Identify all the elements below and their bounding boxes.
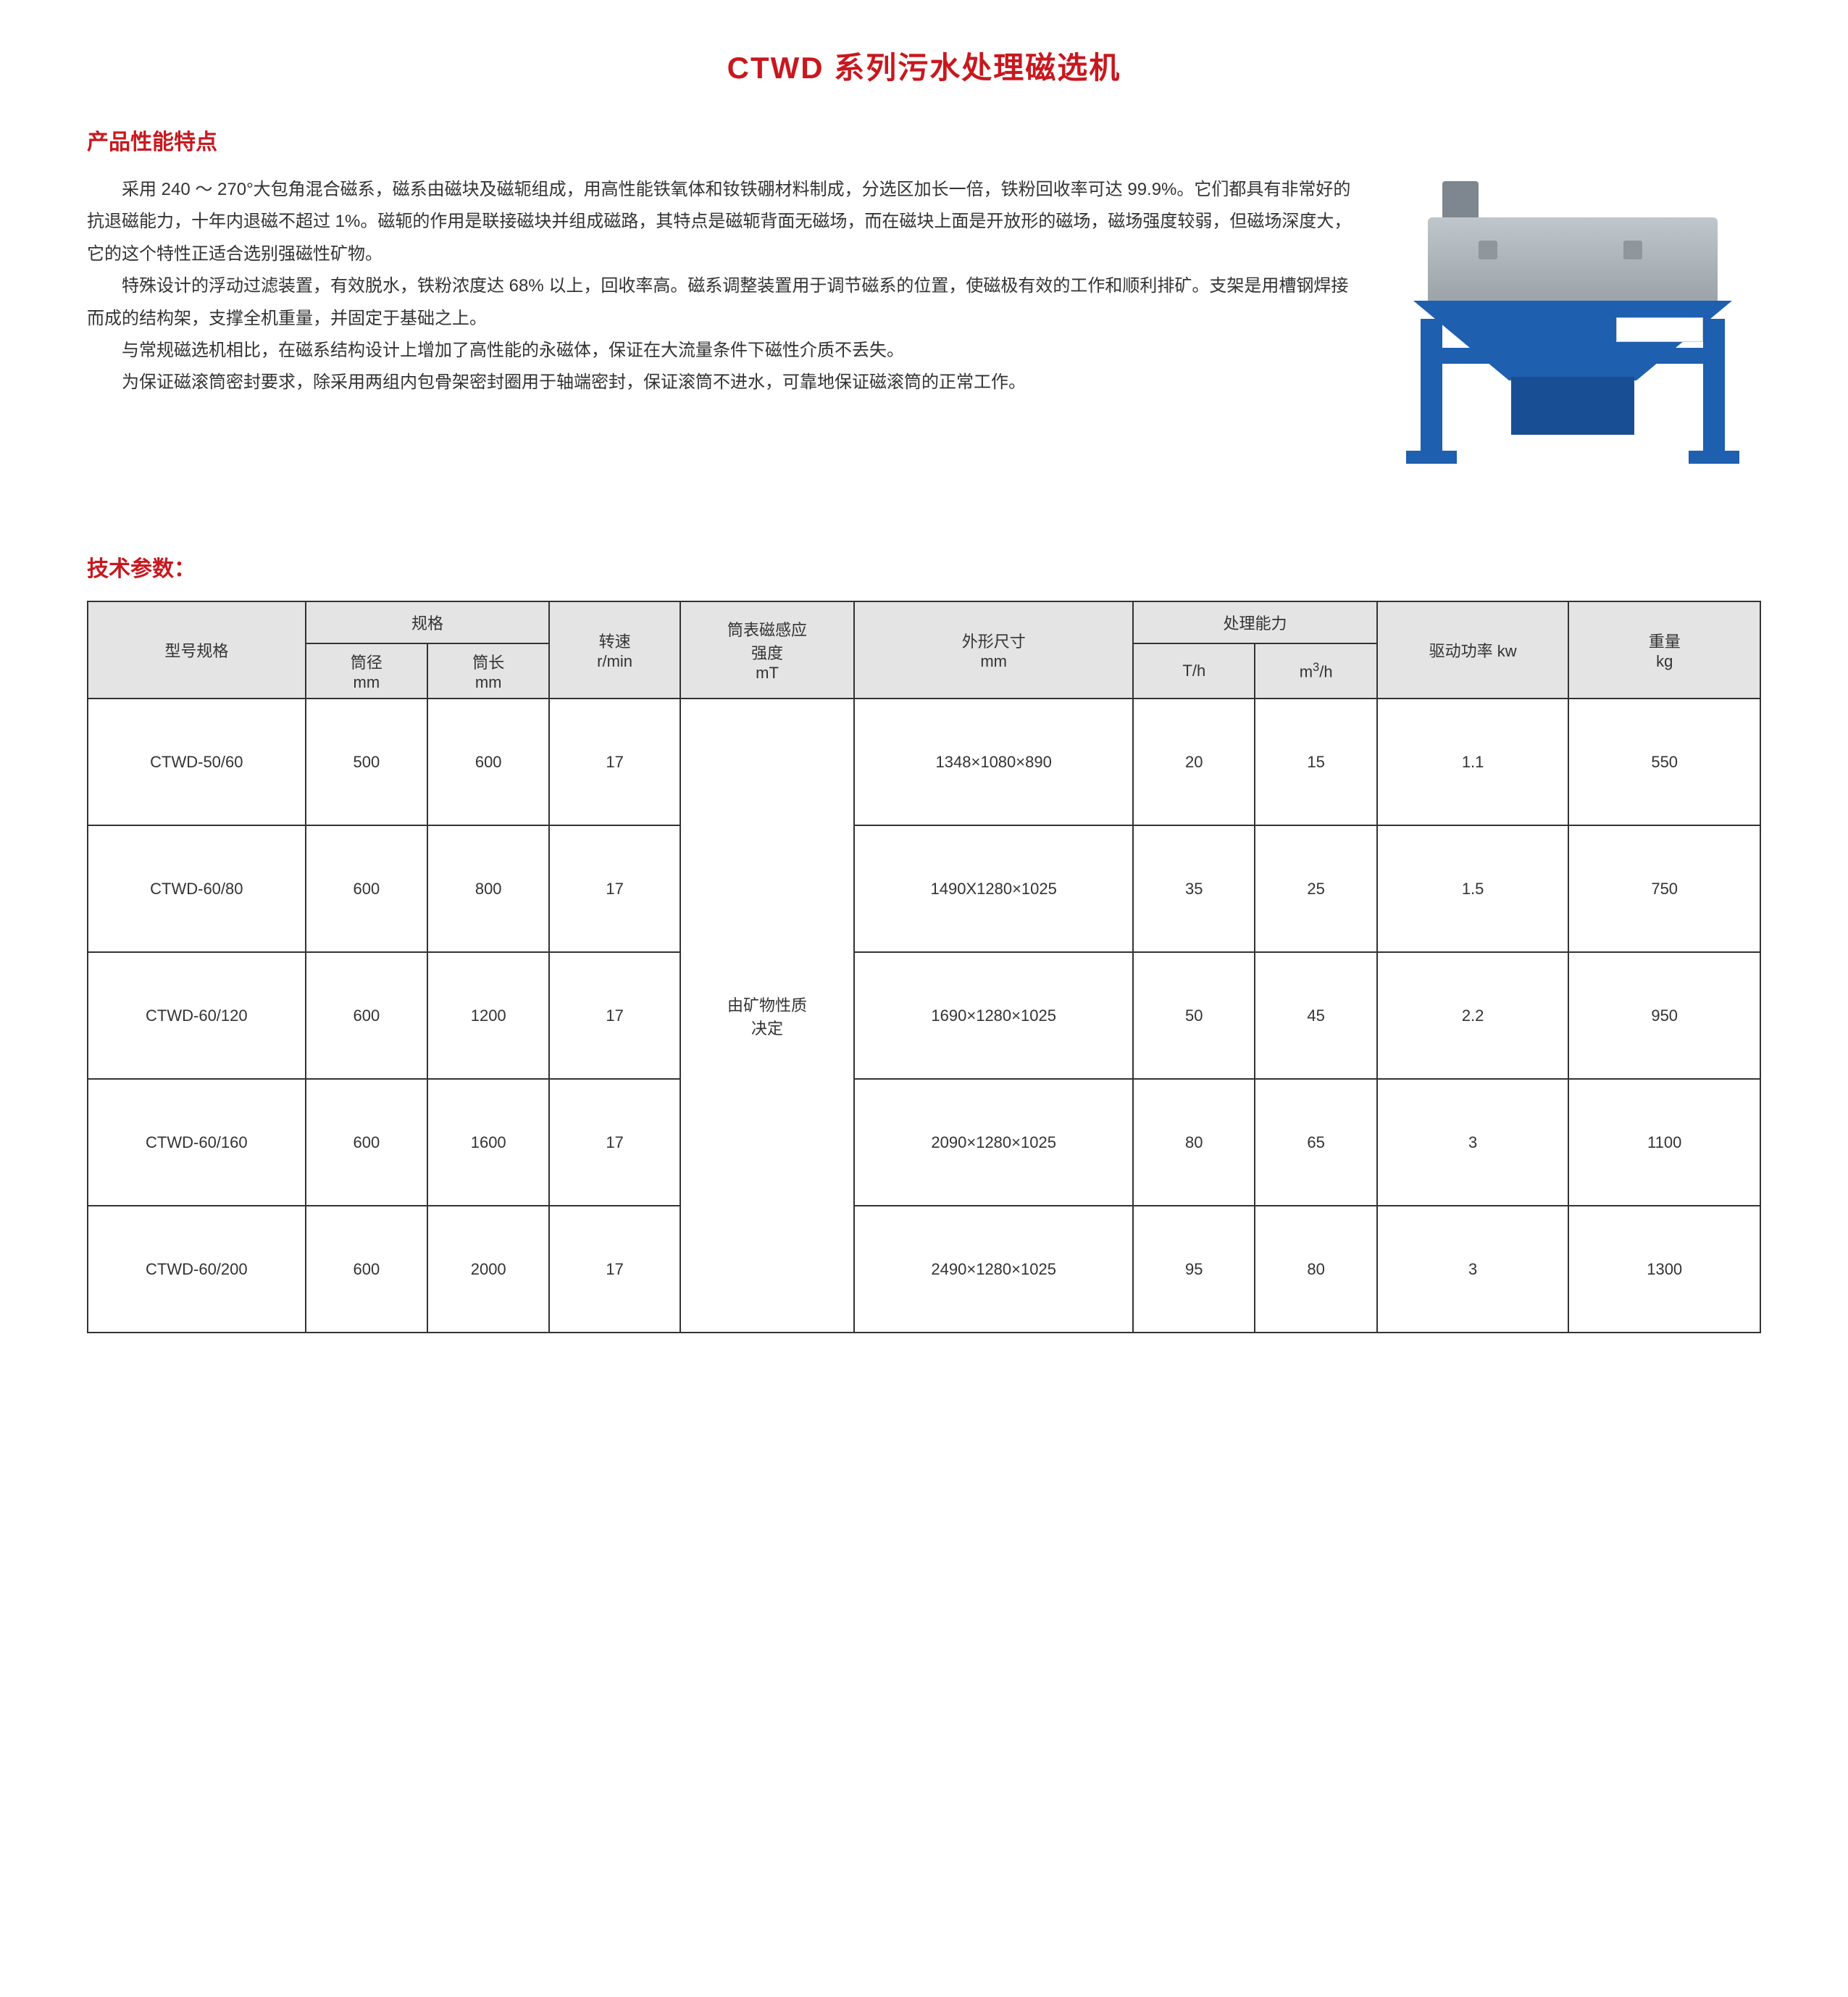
th-mt: 筒表磁感应强度mT (680, 601, 855, 699)
cell-speed: 17 (549, 952, 680, 1079)
cell-speed: 17 (549, 699, 680, 825)
cell-m3h: 15 (1255, 699, 1376, 825)
cell-m3h: 25 (1255, 825, 1376, 952)
cell-kw: 1.1 (1377, 699, 1569, 825)
th-len: 筒长mm (427, 643, 549, 699)
cell-len: 1600 (427, 1079, 549, 1206)
cell-model: CTWD-60/80 (88, 825, 306, 952)
m3h-sup: 3 (1313, 661, 1319, 674)
cell-mt-merged: 由矿物性质决定 (680, 699, 855, 1333)
cell-dia: 600 (306, 952, 427, 1079)
cell-model: CTWD-60/200 (88, 1206, 306, 1333)
th-spec: 规格 (306, 601, 550, 643)
cell-th: 95 (1133, 1206, 1255, 1333)
cell-speed: 17 (549, 825, 680, 952)
cell-dia: 500 (306, 699, 427, 825)
intro-text: 采用 240 ～ 270°大包角混合磁系，磁系由磁块及磁轭组成，用高性能铁氧体和… (87, 174, 1355, 399)
spec-tbody: CTWD-50/60 500 600 17 由矿物性质决定 1348×1080×… (88, 699, 1760, 1333)
table-row: CTWD-60/160 600 1600 17 2090×1280×1025 8… (88, 1079, 1760, 1206)
cell-kw: 3 (1377, 1206, 1569, 1333)
cell-dim: 1348×1080×890 (854, 699, 1133, 825)
cell-len: 800 (427, 825, 549, 952)
cell-model: CTWD-60/160 (88, 1079, 306, 1206)
th-model: 型号规格 (88, 601, 306, 699)
cell-m3h: 45 (1255, 952, 1376, 1079)
product-image (1384, 174, 1761, 507)
cell-dia: 600 (306, 825, 427, 952)
cell-kw: 1.5 (1377, 825, 1569, 952)
table-row: CTWD-60/200 600 2000 17 2490×1280×1025 9… (88, 1206, 1760, 1333)
table-row: CTWD-60/80 600 800 17 1490X1280×1025 35 … (88, 825, 1760, 952)
m3h-prefix: m (1300, 662, 1313, 680)
cell-kw: 2.2 (1377, 952, 1569, 1079)
cell-th: 50 (1133, 952, 1255, 1079)
cell-kg: 550 (1568, 699, 1760, 825)
cell-model: CTWD-60/120 (88, 952, 306, 1079)
cell-model: CTWD-50/60 (88, 699, 306, 825)
cell-speed: 17 (549, 1206, 680, 1333)
cell-dim: 1690×1280×1025 (854, 952, 1133, 1079)
cell-kg: 1100 (1568, 1079, 1760, 1206)
cell-len: 1200 (427, 952, 549, 1079)
th-speed: 转速r/min (549, 601, 680, 699)
th-m3h: m3/h (1255, 643, 1376, 699)
cell-th: 20 (1133, 699, 1255, 825)
params-heading: 技术参数： (87, 551, 1761, 583)
cell-len: 2000 (427, 1206, 549, 1333)
cell-speed: 17 (549, 1079, 680, 1206)
cell-dim: 2090×1280×1025 (854, 1079, 1133, 1206)
m3h-suffix: /h (1319, 662, 1332, 680)
paragraph: 为保证磁滚筒密封要求，除采用两组内包骨架密封圈用于轴端密封，保证滚筒不进水，可靠… (87, 367, 1355, 399)
table-row: CTWD-60/120 600 1200 17 1690×1280×1025 5… (88, 952, 1760, 1079)
cell-len: 600 (427, 699, 549, 825)
table-row: CTWD-50/60 500 600 17 由矿物性质决定 1348×1080×… (88, 699, 1760, 825)
machine-icon (1384, 174, 1761, 507)
cell-kg: 1300 (1568, 1206, 1760, 1333)
cell-dim: 2490×1280×1025 (854, 1206, 1133, 1333)
th-capacity: 处理能力 (1133, 601, 1377, 643)
spec-table: 型号规格 规格 转速r/min 筒表磁感应强度mT 外形尺寸mm 处理能力 驱动… (87, 601, 1761, 1333)
cell-m3h: 65 (1255, 1079, 1376, 1206)
th-kg: 重量kg (1568, 601, 1760, 699)
th-dia: 筒径mm (306, 643, 427, 699)
page-title: CTWD 系列污水处理磁选机 (87, 43, 1761, 88)
th-kw: 驱动功率 kw (1377, 601, 1569, 699)
cell-dia: 600 (306, 1206, 427, 1333)
intro-row: 采用 240 ～ 270°大包角混合磁系，磁系由磁块及磁轭组成，用高性能铁氧体和… (87, 174, 1761, 507)
paragraph: 与常规磁选机相比，在磁系结构设计上增加了高性能的永磁体，保证在大流量条件下磁性介… (87, 335, 1355, 367)
cell-dim: 1490X1280×1025 (854, 825, 1133, 952)
paragraph: 特殊设计的浮动过滤装置，有效脱水，铁粉浓度达 68% 以上，回收率高。磁系调整装… (87, 270, 1355, 335)
cell-m3h: 80 (1255, 1206, 1376, 1333)
cell-th: 80 (1133, 1079, 1255, 1206)
cell-th: 35 (1133, 825, 1255, 952)
cell-kw: 3 (1377, 1079, 1569, 1206)
th-dim: 外形尺寸mm (854, 601, 1133, 699)
cell-kg: 750 (1568, 825, 1760, 952)
paragraph: 采用 240 ～ 270°大包角混合磁系，磁系由磁块及磁轭组成，用高性能铁氧体和… (87, 174, 1355, 270)
cell-kg: 950 (1568, 952, 1760, 1079)
cell-dia: 600 (306, 1079, 427, 1206)
features-heading: 产品性能特点 (87, 124, 1761, 156)
th-th: T/h (1133, 643, 1255, 699)
